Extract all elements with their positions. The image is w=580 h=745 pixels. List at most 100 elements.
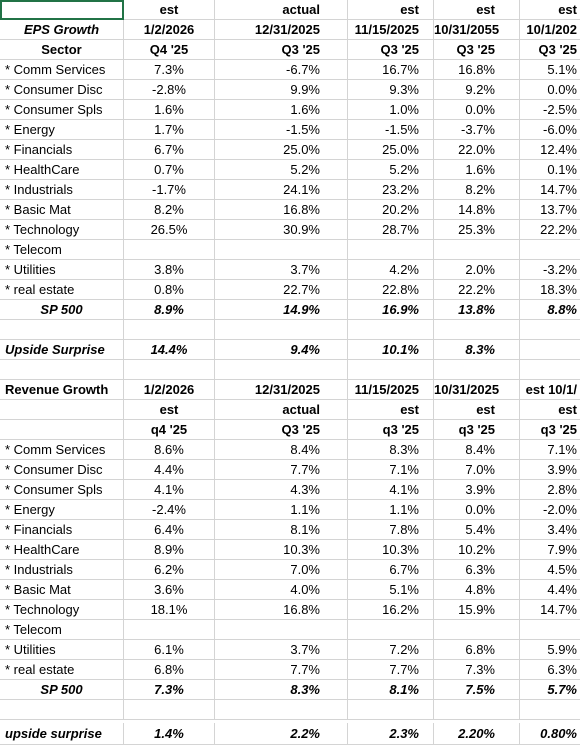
revenue-cell-actual[interactable]: 2.2% [215, 723, 348, 745]
eps-cell-q4[interactable]: 7.3% [124, 60, 215, 80]
revenue-cell-q4[interactable]: 3.6% [124, 580, 215, 600]
revenue-cell-oct1[interactable]: q3 '25 [520, 420, 580, 440]
revenue-cell-actual[interactable]: Q3 '25 [215, 420, 348, 440]
revenue-cell-oct1[interactable]: 6.3% [520, 660, 580, 680]
eps-cell-nov15[interactable]: -1.5% [348, 120, 434, 140]
revenue-cell-nov15[interactable]: q3 '25 [348, 420, 434, 440]
revenue-cell-actual[interactable]: 3.7% [215, 640, 348, 660]
eps-cell-q4[interactable]: -2.8% [124, 80, 215, 100]
eps-cell-oct1[interactable]: 10/1/202 [520, 20, 580, 40]
revenue-cell-label[interactable] [0, 420, 124, 440]
revenue-cell-q4[interactable]: 4.4% [124, 460, 215, 480]
eps-cell-oct1[interactable]: 0.1% [520, 160, 580, 180]
revenue-cell-q4[interactable]: 7.3% [124, 680, 215, 700]
eps-cell-label[interactable]: Sector [0, 40, 124, 60]
eps-cell-actual[interactable] [215, 240, 348, 260]
eps-cell-label[interactable]: Upside Surprise [0, 340, 124, 360]
revenue-cell-nov15[interactable]: 1.1% [348, 500, 434, 520]
revenue-cell-q4[interactable] [124, 620, 215, 640]
eps-cell-actual[interactable]: 25.0% [215, 140, 348, 160]
eps-cell-actual[interactable]: 3.7% [215, 260, 348, 280]
revenue-cell-nov15[interactable]: 7.7% [348, 660, 434, 680]
revenue-cell-oct31[interactable]: q3 '25 [434, 420, 520, 440]
revenue-cell-q4[interactable]: 8.6% [124, 440, 215, 460]
eps-cell-oct1[interactable]: Q3 '25 [520, 40, 580, 60]
eps-cell-nov15[interactable]: 5.2% [348, 160, 434, 180]
revenue-cell-oct31[interactable]: 0.0% [434, 500, 520, 520]
revenue-cell-oct31[interactable]: 7.0% [434, 460, 520, 480]
revenue-cell-actual[interactable] [215, 700, 348, 720]
eps-cell-oct31[interactable]: Q3 '25 [434, 40, 520, 60]
revenue-cell-oct31[interactable]: 15.9% [434, 600, 520, 620]
revenue-cell-actual[interactable]: 8.1% [215, 520, 348, 540]
revenue-cell-q4[interactable]: 6.8% [124, 660, 215, 680]
revenue-cell-oct1[interactable]: 0.80% [520, 723, 580, 745]
eps-cell-nov15[interactable]: 16.9% [348, 300, 434, 320]
revenue-cell-oct1[interactable]: est 10/1/ [520, 380, 580, 400]
eps-cell-nov15[interactable]: 22.8% [348, 280, 434, 300]
eps-cell-q4[interactable]: Q4 '25 [124, 40, 215, 60]
eps-cell-nov15[interactable]: 9.3% [348, 80, 434, 100]
revenue-cell-label[interactable]: * Technology [0, 600, 124, 620]
revenue-cell-nov15[interactable]: 6.7% [348, 560, 434, 580]
eps-cell-q4[interactable] [124, 360, 215, 380]
eps-cell-oct31[interactable]: 9.2% [434, 80, 520, 100]
revenue-cell-label[interactable]: * Industrials [0, 560, 124, 580]
revenue-cell-actual[interactable]: 7.0% [215, 560, 348, 580]
eps-cell-label[interactable] [0, 360, 124, 380]
revenue-cell-oct1[interactable]: 3.4% [520, 520, 580, 540]
revenue-cell-nov15[interactable]: est [348, 400, 434, 420]
eps-cell-actual[interactable]: 12/31/2025 [215, 20, 348, 40]
eps-cell-q4[interactable]: 14.4% [124, 340, 215, 360]
revenue-cell-oct1[interactable]: 7.9% [520, 540, 580, 560]
eps-cell-oct1[interactable] [520, 340, 580, 360]
revenue-cell-oct31[interactable]: 5.4% [434, 520, 520, 540]
eps-cell-label[interactable]: * Telecom [0, 240, 124, 260]
revenue-cell-actual[interactable]: 7.7% [215, 460, 348, 480]
revenue-cell-oct1[interactable] [520, 620, 580, 640]
revenue-cell-actual[interactable]: 4.0% [215, 580, 348, 600]
revenue-cell-actual[interactable]: 4.3% [215, 480, 348, 500]
eps-cell-actual[interactable]: 22.7% [215, 280, 348, 300]
eps-cell-label[interactable]: * Consumer Disc [0, 80, 124, 100]
eps-cell-actual[interactable] [215, 360, 348, 380]
eps-cell-oct1[interactable]: -3.2% [520, 260, 580, 280]
revenue-cell-oct1[interactable]: 7.1% [520, 440, 580, 460]
eps-cell-actual[interactable]: 9.9% [215, 80, 348, 100]
revenue-cell-oct1[interactable]: 14.7% [520, 600, 580, 620]
eps-cell-label[interactable] [0, 320, 124, 340]
revenue-cell-oct1[interactable] [520, 700, 580, 720]
revenue-cell-label[interactable]: * Basic Mat [0, 580, 124, 600]
eps-cell-q4[interactable] [124, 320, 215, 340]
eps-cell-oct31[interactable]: 16.8% [434, 60, 520, 80]
revenue-cell-oct31[interactable]: est [434, 400, 520, 420]
eps-cell-label[interactable]: EPS Growth [0, 20, 124, 40]
eps-cell-label[interactable]: * Utilities [0, 260, 124, 280]
eps-cell-actual[interactable] [215, 320, 348, 340]
eps-cell-q4[interactable]: est [124, 0, 215, 20]
revenue-cell-label[interactable]: * Telecom [0, 620, 124, 640]
eps-cell-oct31[interactable]: 8.3% [434, 340, 520, 360]
eps-cell-oct31[interactable]: 0.0% [434, 100, 520, 120]
revenue-cell-oct31[interactable]: 8.4% [434, 440, 520, 460]
eps-cell-oct31[interactable] [434, 240, 520, 260]
eps-cell-oct31[interactable] [434, 360, 520, 380]
eps-cell-actual[interactable]: 30.9% [215, 220, 348, 240]
revenue-cell-actual[interactable]: 7.7% [215, 660, 348, 680]
revenue-cell-nov15[interactable]: 7.8% [348, 520, 434, 540]
eps-cell-label[interactable]: * real estate [0, 280, 124, 300]
eps-cell-actual[interactable]: 5.2% [215, 160, 348, 180]
eps-cell-label[interactable] [0, 0, 124, 20]
eps-cell-label[interactable]: * Financials [0, 140, 124, 160]
revenue-cell-label[interactable]: * real estate [0, 660, 124, 680]
eps-cell-oct31[interactable]: 25.3% [434, 220, 520, 240]
eps-cell-q4[interactable]: 0.8% [124, 280, 215, 300]
revenue-cell-oct1[interactable]: 5.9% [520, 640, 580, 660]
revenue-cell-nov15[interactable]: 2.3% [348, 723, 434, 745]
eps-cell-label[interactable]: * Consumer Spls [0, 100, 124, 120]
eps-cell-oct31[interactable]: 8.2% [434, 180, 520, 200]
revenue-cell-nov15[interactable]: 8.3% [348, 440, 434, 460]
eps-cell-nov15[interactable]: 1.0% [348, 100, 434, 120]
revenue-cell-actual[interactable]: 12/31/2025 [215, 380, 348, 400]
revenue-cell-actual[interactable]: 1.1% [215, 500, 348, 520]
